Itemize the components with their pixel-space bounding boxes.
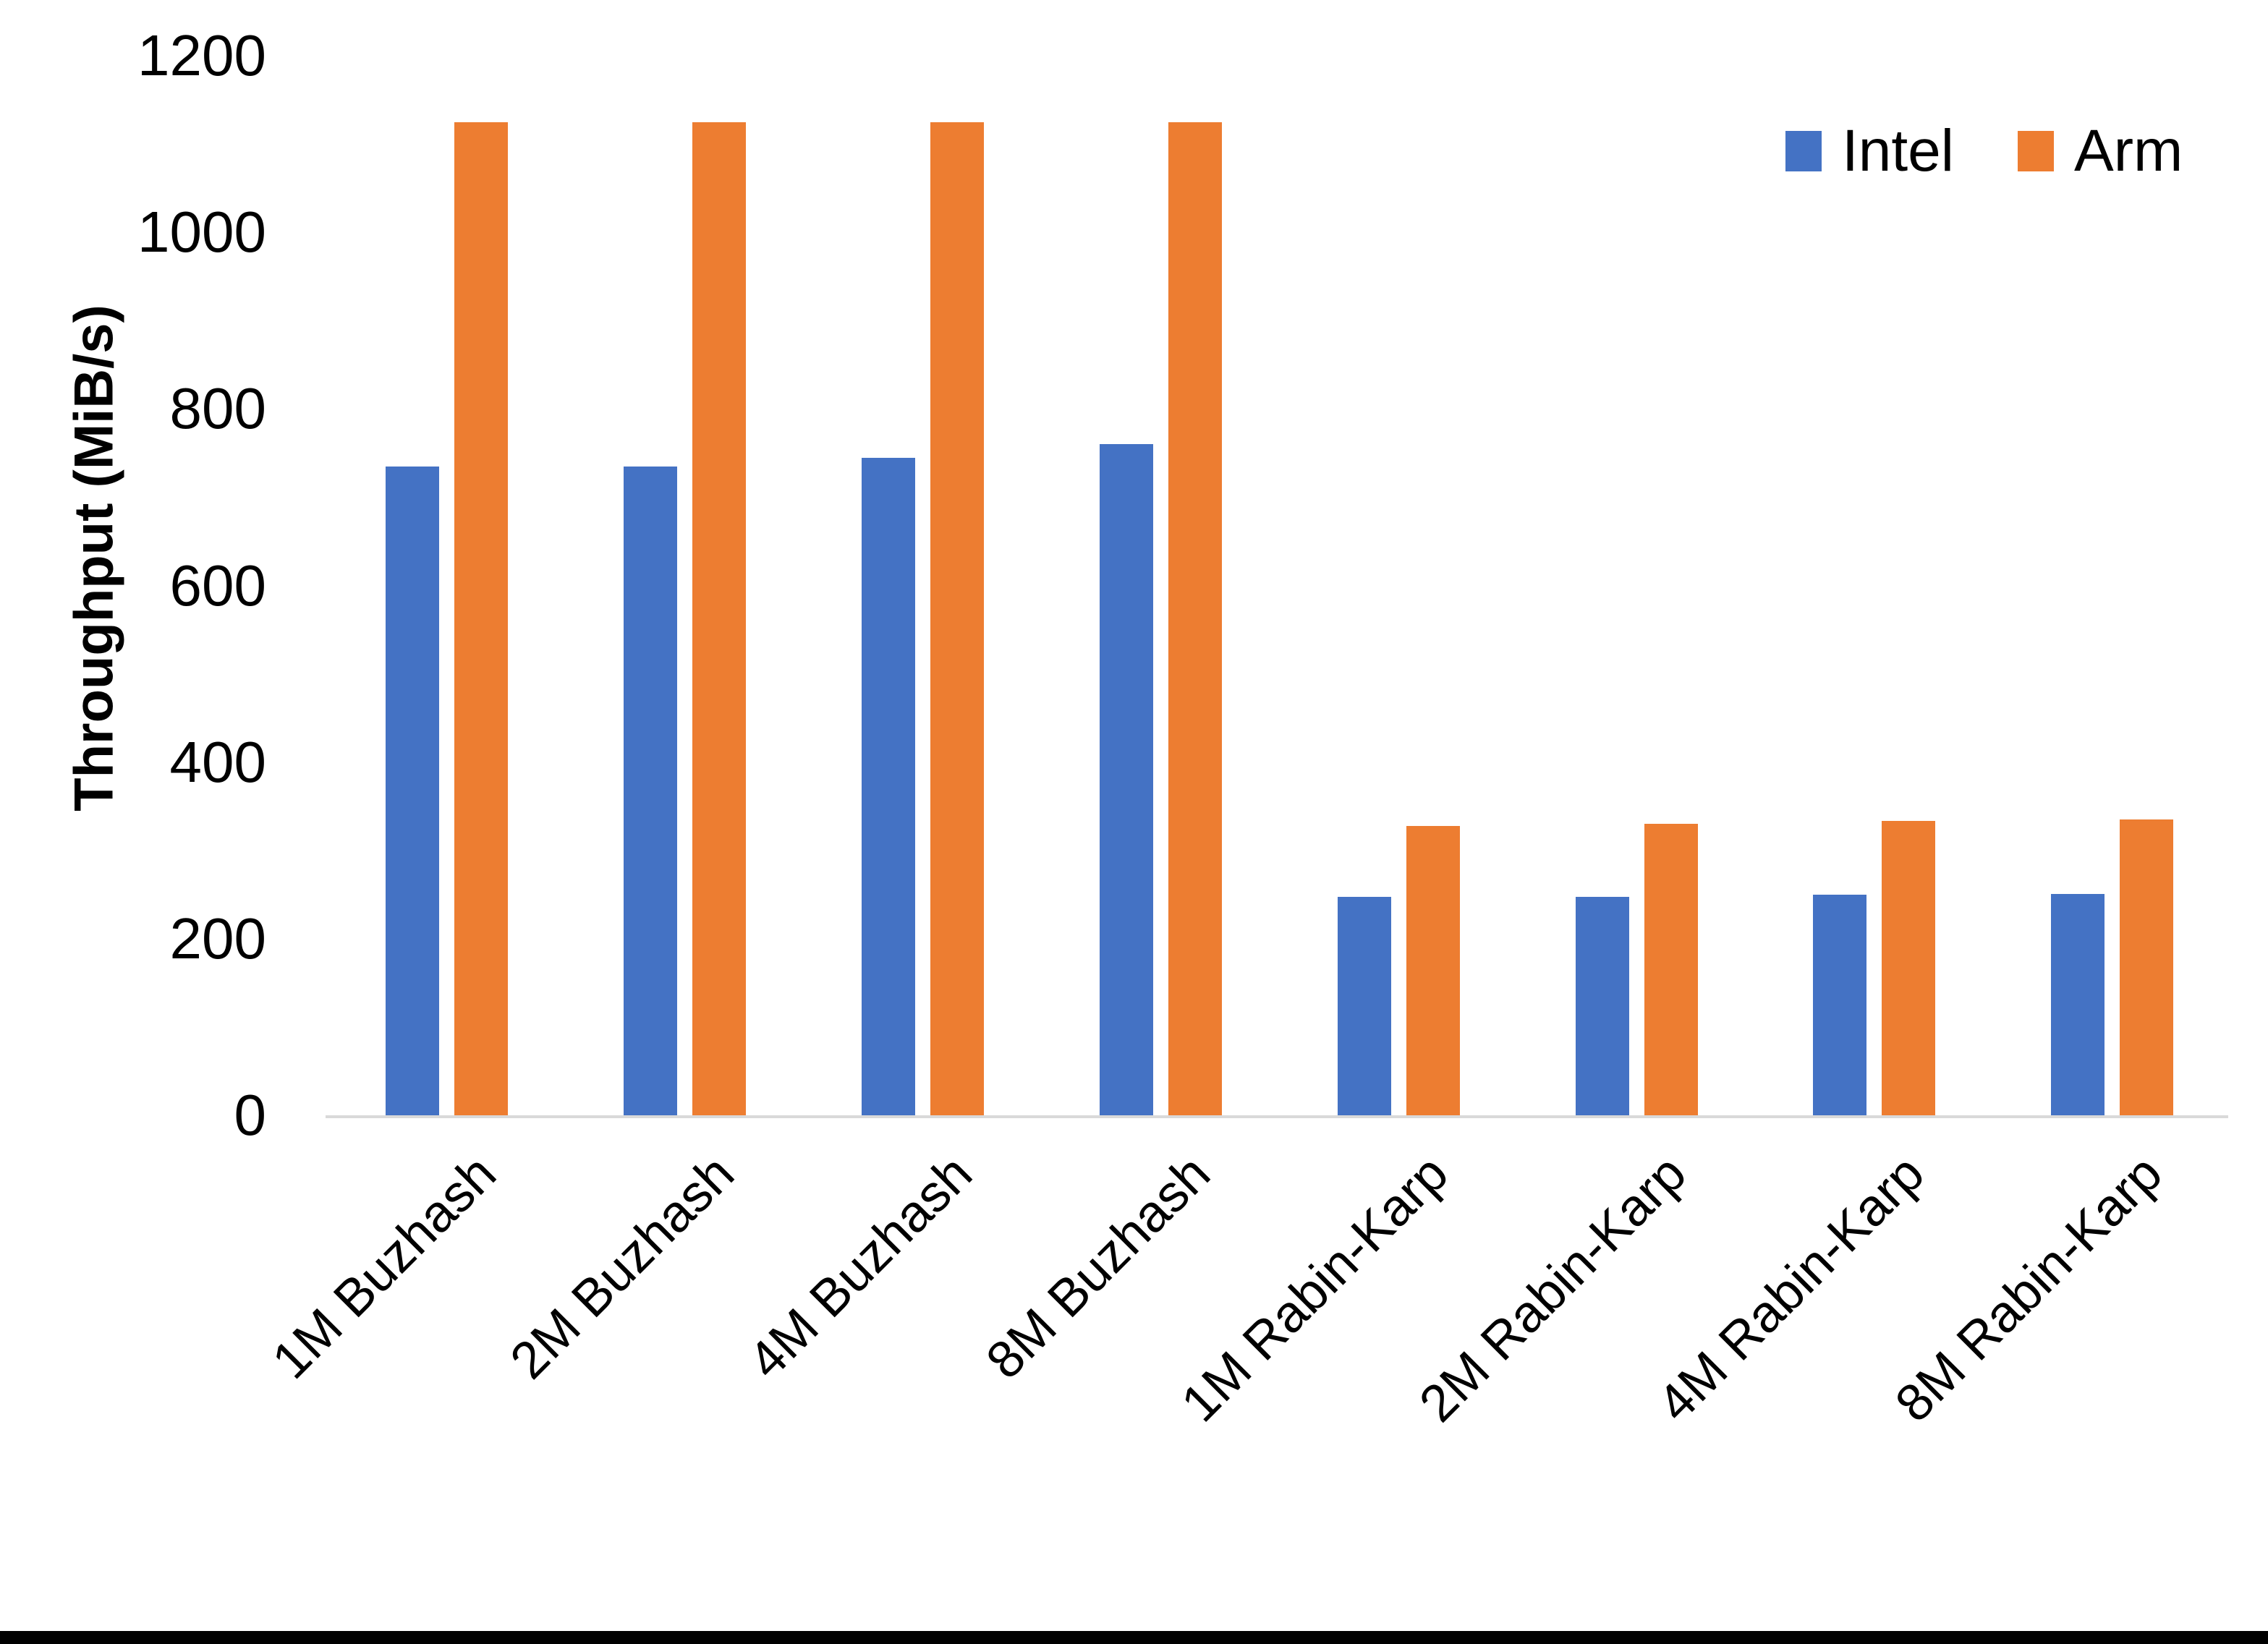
legend-label-intel: Intel	[1842, 118, 1954, 184]
legend-label-arm: Arm	[2074, 118, 2183, 184]
bar-intel-1m-rabin-karp	[1338, 897, 1391, 1115]
bar-intel-8m-buzhash	[1100, 444, 1153, 1115]
bar-intel-2m-rabin-karp	[1576, 897, 1629, 1115]
bar-arm-4m-buzhash	[930, 122, 984, 1115]
bar-arm-8m-rabin-karp	[2120, 819, 2173, 1115]
x-axis-line	[326, 1115, 2228, 1118]
bar-arm-2m-rabin-karp	[1644, 824, 1698, 1115]
bar-arm-1m-rabin-karp	[1406, 826, 1460, 1115]
bar-intel-4m-rabin-karp	[1813, 895, 1866, 1115]
bar-arm-1m-buzhash	[454, 122, 508, 1115]
bar-arm-2m-buzhash	[692, 122, 746, 1115]
intel-series-swatch	[1785, 131, 1822, 171]
legend-item-arm: Arm	[2018, 122, 2183, 181]
y-tick-label: 400	[169, 730, 266, 794]
y-tick-label: 1200	[137, 23, 266, 88]
bar-arm-4m-rabin-karp	[1882, 821, 1935, 1115]
x-axis-label: 2M Buzhash	[499, 1144, 745, 1390]
y-tick-label: 600	[169, 553, 266, 618]
y-tick-label: 200	[169, 906, 266, 971]
arm-series-swatch	[2018, 131, 2054, 171]
bar-intel-8m-rabin-karp	[2051, 894, 2105, 1115]
legend-item-intel: Intel	[1785, 122, 1954, 181]
bar-arm-8m-buzhash	[1168, 122, 1222, 1115]
x-axis-label: 4M Buzhash	[737, 1144, 983, 1390]
y-tick-label: 1000	[137, 200, 266, 264]
bar-intel-4m-buzhash	[862, 458, 915, 1115]
y-tick-label: 800	[169, 376, 266, 440]
bottom-border	[0, 1631, 2268, 1644]
bar-intel-2m-buzhash	[624, 467, 677, 1115]
y-tick-label: 0	[234, 1083, 267, 1147]
x-axis-label: 1M Buzhash	[261, 1144, 507, 1390]
bar-intel-1m-buzhash	[386, 467, 439, 1115]
legend: Intel Arm	[1785, 122, 2183, 181]
x-axis-label: 8M Buzhash	[975, 1144, 1221, 1390]
